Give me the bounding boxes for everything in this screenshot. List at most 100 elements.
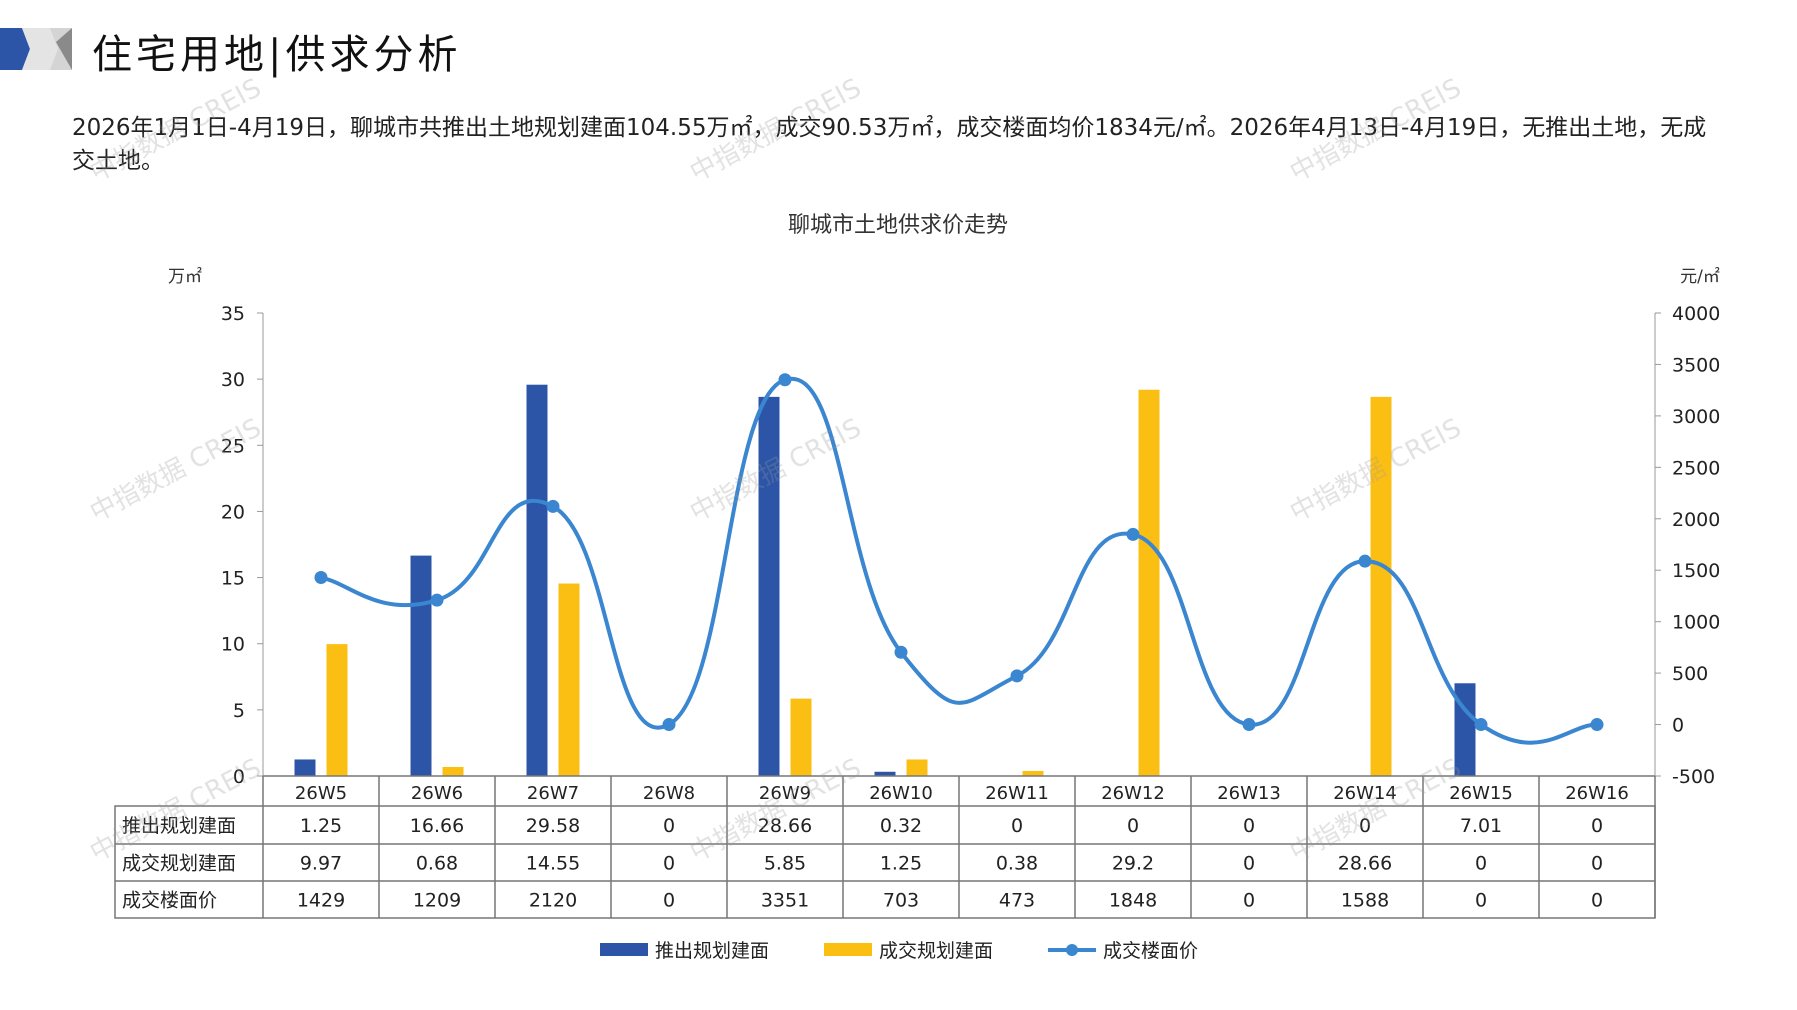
- category-label: 26W13: [1217, 783, 1281, 804]
- point-price: [778, 373, 792, 387]
- category-label: 26W7: [527, 783, 579, 804]
- point-price: [1358, 554, 1372, 568]
- bar-supply: [410, 555, 432, 776]
- left-tick-label: 10: [221, 634, 245, 656]
- table-cell: 9.97: [300, 853, 342, 875]
- right-tick-label: 3500: [1672, 354, 1720, 376]
- left-tick-label: 5: [233, 700, 245, 722]
- page-title: 住宅用地|供求分析: [92, 32, 462, 78]
- left-tick-label: 25: [221, 435, 245, 457]
- right-tick-label: -500: [1672, 766, 1715, 788]
- legend-marker: [1066, 944, 1078, 956]
- table-cell: 0: [663, 815, 675, 837]
- table-cell: 14.55: [526, 853, 580, 875]
- table-cell: 0: [1127, 815, 1139, 837]
- right-tick-label: 4000: [1672, 303, 1720, 325]
- point-price: [314, 571, 328, 585]
- table-cell: 0.32: [880, 815, 922, 837]
- chart-title: 聊城市土地供求价走势: [788, 213, 1008, 238]
- table-cell: 0: [1475, 853, 1487, 875]
- table-cell: 0: [1591, 890, 1603, 912]
- table-cell: 0.68: [416, 853, 458, 875]
- left-tick-label: 15: [221, 568, 245, 590]
- table-row-header: 成交规划建面: [122, 853, 236, 875]
- table-cell: 1429: [297, 890, 345, 912]
- left-tick-label: 0: [233, 766, 245, 788]
- category-label: 26W10: [869, 783, 933, 804]
- point-price: [430, 593, 444, 607]
- table-cell: 5.85: [764, 853, 806, 875]
- table-cell: 0: [1359, 815, 1371, 837]
- line-price: [320, 376, 1598, 745]
- category-label: 26W15: [1449, 783, 1513, 804]
- table-cell: 2120: [529, 890, 577, 912]
- right-tick-label: 1500: [1672, 560, 1720, 582]
- left-tick-label: 35: [221, 303, 245, 325]
- left-tick-label: 30: [221, 369, 245, 391]
- bar-deal: [442, 767, 464, 776]
- bar-supply: [874, 771, 896, 776]
- point-price: [894, 645, 908, 659]
- bar-deal: [790, 698, 812, 776]
- table-cell: 0: [1243, 815, 1255, 837]
- point-price: [546, 499, 560, 513]
- category-label: 26W11: [985, 783, 1049, 804]
- bar-supply: [526, 384, 548, 776]
- point-price: [1242, 718, 1256, 732]
- table-cell: 28.66: [1338, 853, 1392, 875]
- point-price: [1474, 718, 1488, 732]
- legend-swatch: [600, 943, 648, 956]
- category-label: 26W5: [295, 783, 347, 804]
- legend-label: 推出规划建面: [655, 940, 769, 962]
- category-label: 26W16: [1565, 783, 1629, 804]
- bar-deal: [558, 583, 580, 776]
- table-cell: 1588: [1341, 890, 1389, 912]
- table-cell: 0: [1243, 890, 1255, 912]
- bar-deal: [326, 644, 348, 776]
- bar-deal: [1138, 389, 1160, 776]
- point-price: [662, 718, 676, 732]
- bar-deal: [1370, 396, 1392, 776]
- table-cell: 1848: [1109, 890, 1157, 912]
- table-row-header: 推出规划建面: [122, 815, 236, 837]
- bar-deal: [1022, 770, 1044, 776]
- table-cell: 0: [1243, 853, 1255, 875]
- bar-deal: [906, 759, 928, 776]
- category-label: 26W9: [759, 783, 811, 804]
- bar-supply: [758, 396, 780, 776]
- table-cell: 29.58: [526, 815, 580, 837]
- right-axis-unit: 元/㎡: [1680, 267, 1720, 287]
- table-cell: 473: [999, 890, 1035, 912]
- left-tick-label: 20: [221, 501, 245, 523]
- table-cell: 29.2: [1112, 853, 1154, 875]
- table-cell: 28.66: [758, 815, 812, 837]
- table-cell: 0: [1591, 853, 1603, 875]
- table-cell: 16.66: [410, 815, 464, 837]
- table-cell: 1.25: [300, 815, 342, 837]
- point-price: [1590, 718, 1604, 732]
- category-label: 26W6: [411, 783, 463, 804]
- point-price: [1010, 669, 1024, 683]
- summary-paragraph: 2026年1月1日-4月19日，聊城市共推出土地规划建面104.55万㎡，成交9…: [72, 115, 1707, 174]
- right-tick-label: 500: [1672, 663, 1708, 685]
- bar-supply: [294, 759, 316, 776]
- table-row-header: 成交楼面价: [122, 890, 217, 912]
- table-cell: 0.38: [996, 853, 1038, 875]
- left-axis-unit: 万㎡: [168, 267, 202, 287]
- right-tick-label: 2500: [1672, 457, 1720, 479]
- right-tick-label: 2000: [1672, 509, 1720, 531]
- right-tick-label: 1000: [1672, 612, 1720, 634]
- bar-supply: [1454, 683, 1476, 776]
- right-tick-label: 3000: [1672, 406, 1720, 428]
- table-cell: 3351: [761, 890, 809, 912]
- table-cell: 0: [663, 890, 675, 912]
- legend-swatch: [824, 943, 872, 956]
- table-cell: 0: [1011, 815, 1023, 837]
- table-cell: 0: [663, 853, 675, 875]
- category-label: 26W14: [1333, 783, 1397, 804]
- table-cell: 0: [1475, 890, 1487, 912]
- point-price: [1126, 527, 1140, 541]
- brand-logo-icon: [0, 28, 72, 70]
- table-cell: 1209: [413, 890, 461, 912]
